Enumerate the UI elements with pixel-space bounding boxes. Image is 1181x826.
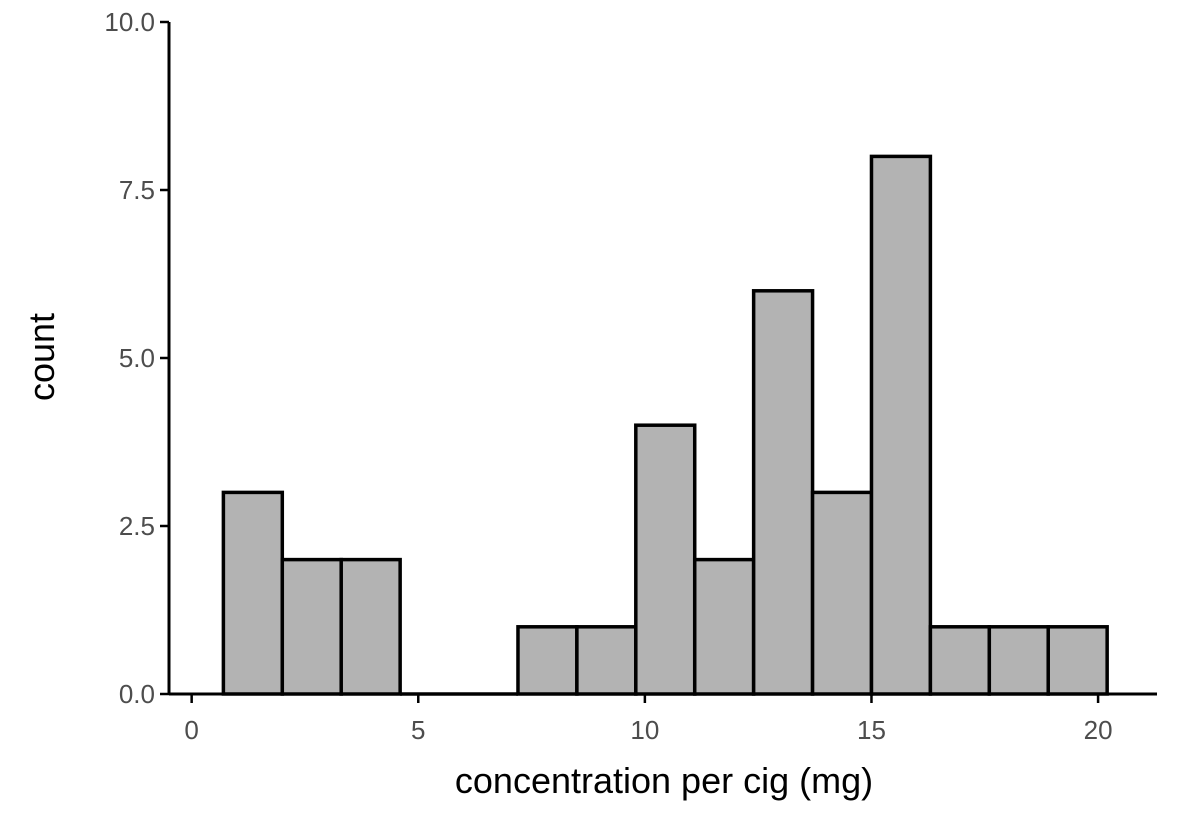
x-tick-label: 0 [184,715,198,745]
histogram-bar-1 [280,557,343,696]
histogram-bar-12 [928,625,992,696]
x-tick-label: 5 [411,715,425,745]
histogram-bar-11 [869,154,933,696]
histogram-bar-13 [987,625,1050,696]
y-axis-title: count [21,313,62,401]
y-tick-label: 5.0 [119,343,155,373]
histogram-bar-6 [575,625,638,696]
histogram-bar-2 [339,557,402,696]
x-axis-title: concentration per cig (mg) [455,760,873,801]
x-tick-label: 10 [630,715,659,745]
histogram-bar-9 [751,289,815,696]
y-tick-label: 0.0 [119,679,155,709]
histogram-bar-8 [692,557,756,696]
y-tick-label: 2.5 [119,511,155,541]
y-tick-label: 7.5 [119,175,155,205]
histogram-bar-5 [516,625,579,696]
x-axis: 0 5 10 15 20 [169,692,1157,745]
y-tick-label: 10.0 [104,7,155,37]
histogram-bar-10 [810,490,874,696]
histogram-bar-7 [634,423,697,696]
histogram-bar-14 [1046,625,1109,696]
histogram-bar-0 [221,490,285,696]
x-tick-label: 20 [1084,715,1113,745]
x-tick-label: 15 [857,715,886,745]
y-axis: 0.0 2.5 5.0 7.5 10.0 [104,7,171,709]
histogram-bars [221,154,1109,696]
